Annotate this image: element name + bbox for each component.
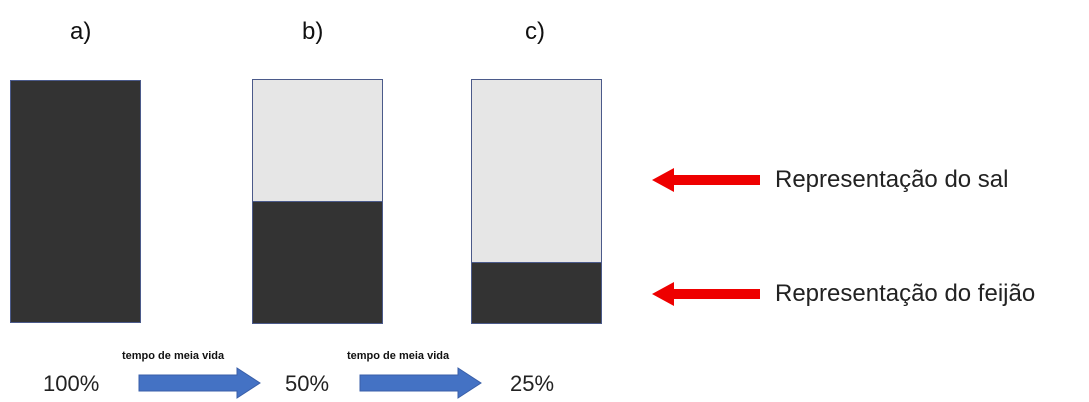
panel-label-a: a) xyxy=(70,18,92,45)
red-arrow-salt-icon xyxy=(652,168,760,192)
percent-a: 100% xyxy=(43,371,100,396)
blue-arrow-1-icon xyxy=(138,367,261,399)
bar-c xyxy=(471,79,602,324)
bar-b-bean-segment xyxy=(253,201,382,323)
bar-c-salt-segment xyxy=(472,80,601,262)
legend-salt: Representação do sal xyxy=(775,166,1009,193)
panel-label-c: c) xyxy=(525,18,545,45)
bar-a xyxy=(10,80,141,323)
arrow-caption-1: tempo de meia vida xyxy=(122,350,225,362)
red-arrow-bean-icon xyxy=(652,282,760,306)
blue-arrow-2-icon xyxy=(359,367,482,399)
percent-b: 50% xyxy=(285,371,330,396)
percent-c: 25% xyxy=(510,371,555,396)
bar-b xyxy=(252,79,383,324)
bar-c-bean-segment xyxy=(472,262,601,323)
bar-a-bean-segment xyxy=(11,81,140,322)
bar-b-salt-segment xyxy=(253,80,382,201)
arrow-caption-2: tempo de meia vida xyxy=(347,350,450,362)
panel-label-b: b) xyxy=(302,18,324,45)
legend-bean: Representação do feijão xyxy=(775,280,1036,307)
